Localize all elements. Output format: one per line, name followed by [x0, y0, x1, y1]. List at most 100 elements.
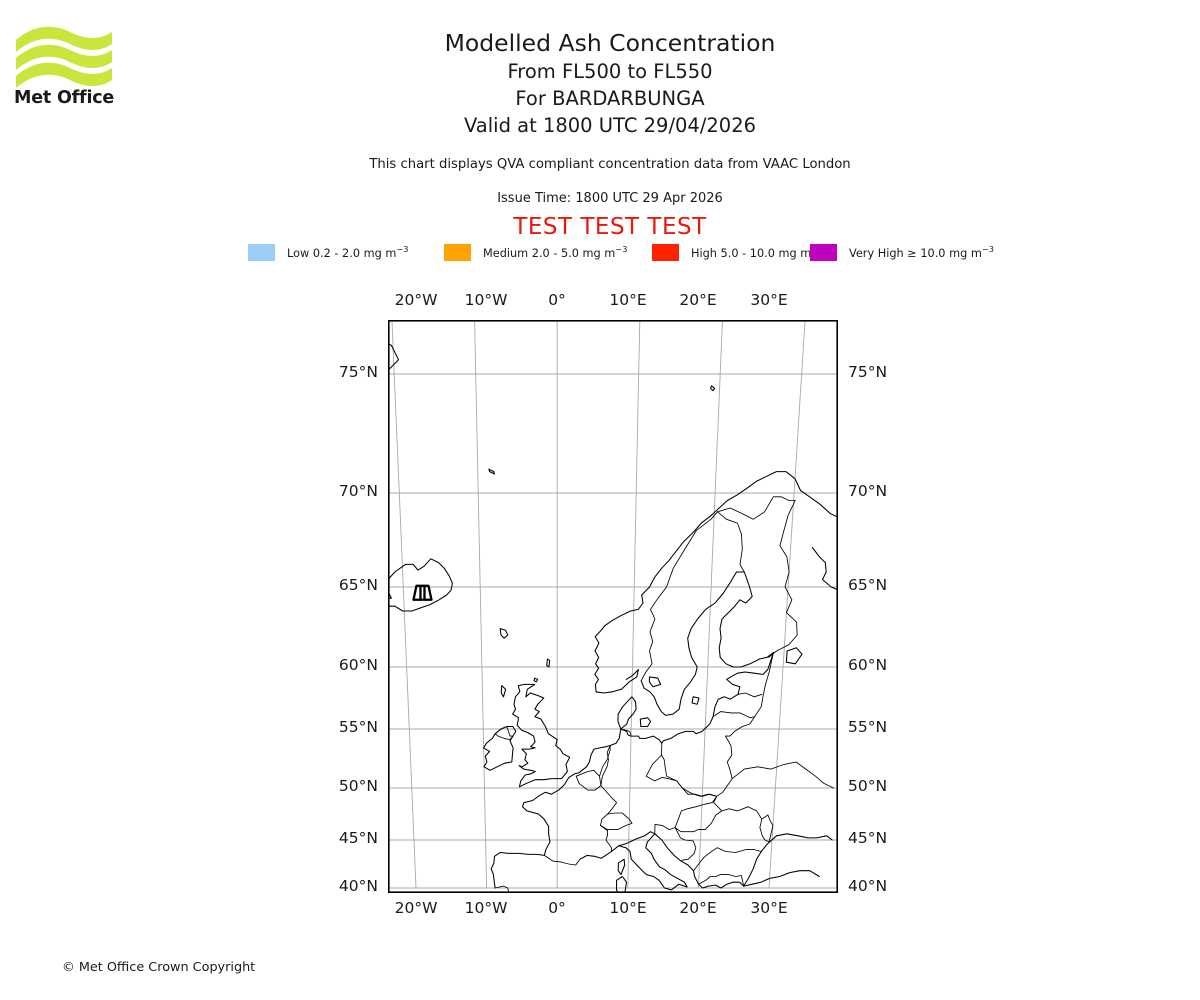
lon-tick-top-3: 10°E [609, 291, 647, 309]
lon-tick-bottom-0: 20°W [394, 899, 438, 917]
border-finland-russia [768, 500, 798, 658]
border-france-spain [543, 854, 581, 866]
lon-tick-top-1: 10°W [464, 291, 508, 309]
subtitle-volcano: For BARDARBUNGA [515, 87, 705, 110]
coastline-lake-ladoga [785, 647, 803, 665]
lat-tick-right-7: 40°N [848, 877, 888, 895]
lat-tick-left-1: 70°N [338, 482, 378, 500]
lon-tick-top-4: 20°E [679, 291, 717, 309]
border-switzerland [599, 812, 633, 831]
coastline-gotland [691, 696, 700, 705]
border-belarus-poland [661, 735, 733, 797]
border-norway-finland [717, 496, 796, 520]
legend-swatch-medium [444, 243, 471, 261]
met-office-logo-text: Met Office [14, 88, 115, 108]
lat-tick-left-3: 60°N [338, 656, 378, 674]
volcano-symbol-bardarbunga [412, 584, 433, 601]
coastline-kola-coast [800, 490, 838, 518]
meridian-20°W [391, 320, 417, 889]
legend-label-high: High 5.0 - 10.0 mg m−3 [691, 244, 823, 260]
issue-time-label: Issue Time: 1800 UTC 29 Apr 2026 [497, 191, 723, 206]
coastline-denmark-zealand [639, 717, 652, 728]
border-denmark-germany [620, 728, 632, 736]
map-frame [388, 320, 838, 893]
border-bulgaria-romania [716, 847, 762, 853]
lat-tick-right-3: 60°N [848, 656, 888, 674]
legend-item-high: High 5.0 - 10.0 mg m−3 [652, 241, 823, 263]
border-nl-border [599, 745, 611, 777]
lat-tick-left-6: 45°N [338, 829, 378, 847]
border-poland-slovakia-hungary [654, 795, 723, 835]
coastline-turkey-black [743, 870, 820, 887]
subtitle-valid-time: Valid at 1800 UTC 29/04/2026 [463, 114, 757, 137]
lat-tick-left-7: 40°N [338, 877, 378, 895]
border-ukraine-border [731, 761, 834, 789]
lon-tick-bottom-2: 0° [548, 899, 566, 917]
coastline-corsica-sardinia [617, 858, 626, 876]
met-office-logo [14, 22, 124, 112]
border-greece-border [698, 874, 745, 887]
legend-swatch-very-high [810, 243, 837, 261]
map-geography [388, 343, 838, 893]
coastline-outer-hebrides [500, 685, 507, 698]
coastline-ireland [483, 725, 517, 771]
lat-tick-left-2: 65°N [338, 576, 378, 594]
legend-swatch-low [248, 243, 275, 261]
coastline-france-med [579, 850, 612, 860]
meridian-30°E [768, 320, 806, 889]
lat-tick-right-4: 55°N [848, 718, 888, 736]
lon-tick-bottom-5: 30°E [750, 899, 788, 917]
legend-item-very-high: Very High ≥ 10.0 mg m−3 [810, 241, 994, 263]
border-sweden-finland [717, 511, 745, 573]
concentration-legend: Low 0.2 - 2.0 mg m−3 Medium 2.0 - 5.0 mg… [248, 241, 994, 263]
coastline-britain [512, 683, 571, 788]
border-latvia-lithuania [712, 711, 756, 719]
coastline-denmark-jutland [617, 696, 637, 730]
lat-tick-left-0: 75°N [338, 363, 378, 381]
legend-label-very-high: Very High ≥ 10.0 mg m−3 [849, 244, 994, 260]
ash-concentration-map [388, 320, 838, 893]
lat-tick-left-4: 55°N [338, 718, 378, 736]
border-serbia-balkans [693, 847, 718, 872]
coastline-sweden-east [640, 571, 745, 716]
lat-tick-right-2: 65°N [848, 576, 888, 594]
legend-swatch-high [652, 243, 679, 261]
coastline-finland-coast [718, 571, 774, 668]
meridian-10°E [627, 320, 641, 889]
coastline-shetland [546, 658, 551, 668]
legend-label-medium: Medium 2.0 - 5.0 mg m−3 [483, 244, 628, 260]
coastline-bear-island [710, 385, 716, 392]
coastline-lake-vanern [648, 676, 662, 688]
legend-label-low: Low 0.2 - 2.0 mg m−3 [287, 244, 409, 260]
meridian-20°E [697, 320, 723, 889]
border-france-germany [599, 785, 618, 852]
lon-tick-bottom-3: 10°E [609, 899, 647, 917]
lat-tick-right-5: 50°N [848, 777, 888, 795]
qva-compliance-note: This chart displays QVA compliant concen… [369, 157, 851, 172]
lat-tick-right-6: 45°N [848, 829, 888, 847]
coastline-faroes [499, 628, 509, 639]
lon-tick-top-0: 20°W [394, 291, 438, 309]
lon-tick-top-2: 0° [548, 291, 566, 309]
legend-item-low: Low 0.2 - 2.0 mg m−3 [248, 241, 408, 263]
lat-tick-right-1: 70°N [848, 482, 888, 500]
border-romania-border [721, 806, 770, 843]
border-hungary-austria [674, 795, 718, 828]
coastline-norway-south [595, 668, 639, 694]
coastline-black-sea-n [760, 833, 833, 853]
coastline-italy [610, 831, 688, 891]
border-estonia-latvia [737, 692, 763, 698]
test-banner: TEST TEST TEST [513, 214, 707, 240]
coastline-germany-nl-be-fr [521, 728, 622, 856]
border-germany-czech-austria [645, 754, 718, 797]
lat-tick-right-0: 75°N [848, 363, 888, 381]
meridian-10°W [474, 320, 488, 889]
subtitle-flight-levels: From FL500 to FL550 [507, 60, 713, 83]
border-norway-sweden [640, 511, 718, 682]
coastline-white-sea [811, 546, 838, 591]
map-gridlines [388, 320, 838, 889]
copyright-notice: © Met Office Crown Copyright [62, 960, 256, 975]
border-germany-west [600, 745, 611, 787]
legend-item-medium: Medium 2.0 - 5.0 mg m−3 [444, 241, 627, 263]
coastline-poland-germany-baltic [620, 728, 697, 744]
